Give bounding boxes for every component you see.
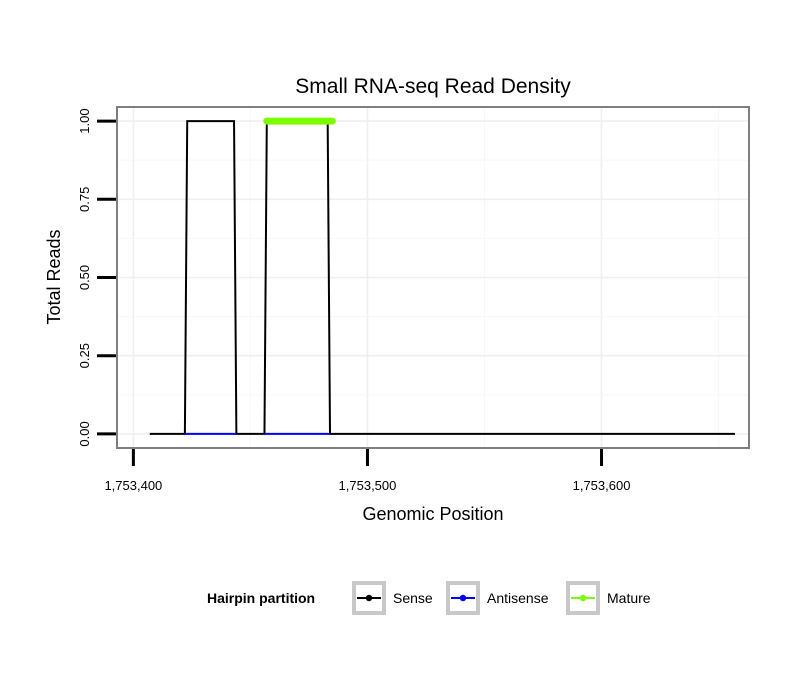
y-axis: 0.00 0.25 0.50 0.75 1.00 — [77, 108, 116, 447]
series-sense-line — [149, 120, 735, 435]
legend: Hairpin partition Sense Antisense Mature — [207, 581, 651, 615]
x-tick-label: 1,753,400 — [104, 478, 162, 493]
legend-key-point — [579, 594, 587, 602]
legend-label: Antisense — [487, 590, 549, 606]
legend-item-mature: Mature — [566, 581, 651, 615]
legend-item-antisense: Antisense — [446, 581, 549, 615]
y-axis-title: Total Reads — [44, 229, 64, 324]
y-tick-label: 1.00 — [77, 108, 92, 133]
legend-item-sense: Sense — [352, 581, 433, 615]
y-tick-label: 0.00 — [77, 421, 92, 446]
plot-panel-border — [116, 106, 750, 449]
x-tick-label: 1,753,500 — [339, 478, 397, 493]
y-tick-label: 0.75 — [77, 187, 92, 212]
legend-key-box — [446, 581, 480, 615]
legend-label: Mature — [607, 590, 651, 606]
y-tick-label: 0.50 — [77, 265, 92, 290]
legend-title: Hairpin partition — [207, 590, 315, 606]
chart-title: Small RNA-seq Read Density — [295, 75, 571, 98]
x-axis: 1,753,400 1,753,500 1,753,600 — [104, 449, 630, 493]
series-layer — [149, 117, 735, 435]
x-axis-title: Genomic Position — [362, 504, 503, 524]
legend-key-point — [459, 594, 467, 602]
grid-lines — [117, 107, 749, 448]
legend-label: Sense — [393, 590, 433, 606]
y-tick-label: 0.25 — [77, 343, 92, 368]
x-tick-label: 1,753,600 — [573, 478, 631, 493]
legend-key-point — [365, 594, 373, 602]
